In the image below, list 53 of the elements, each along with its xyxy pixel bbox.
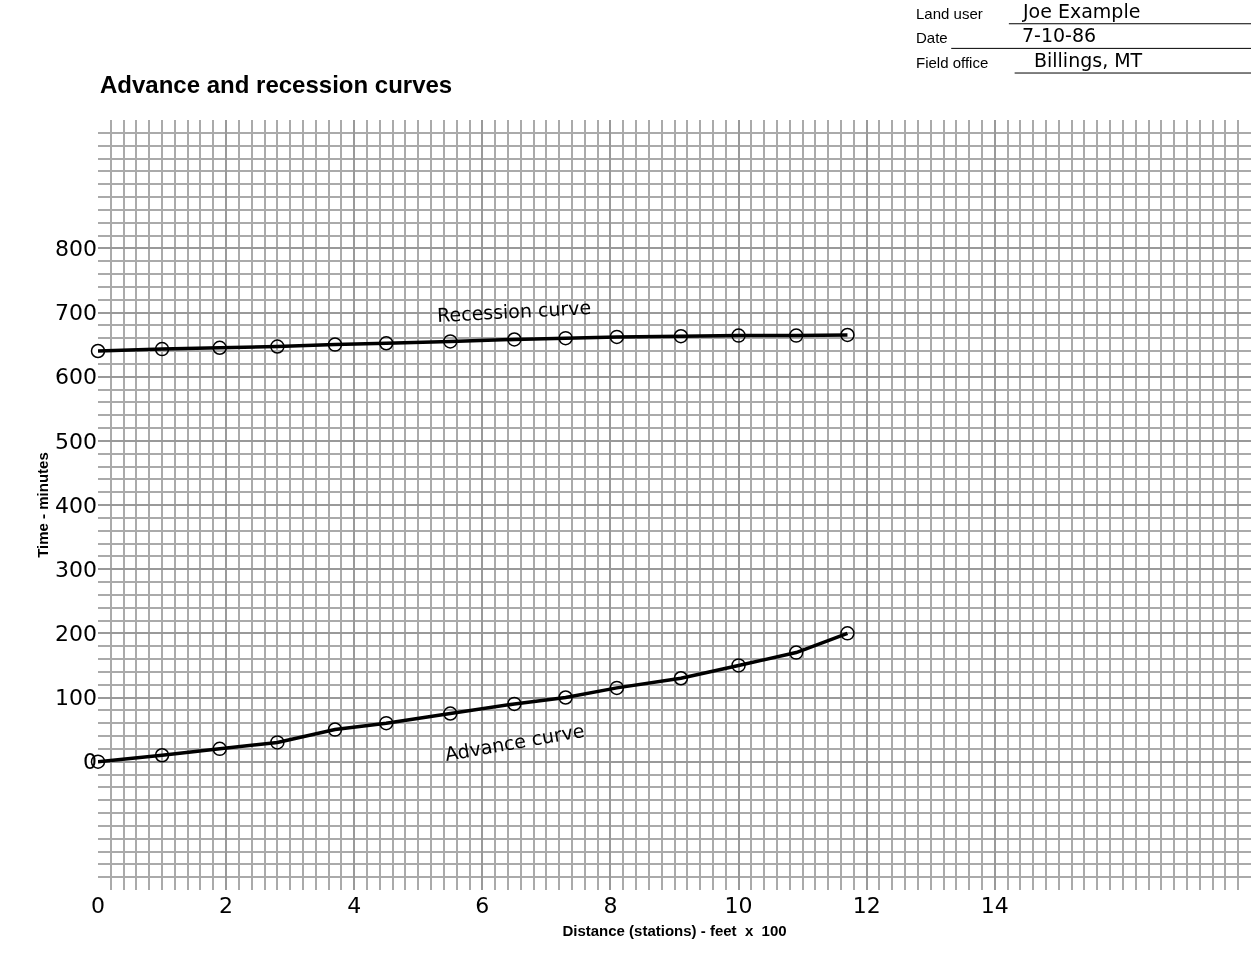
point	[788, 645, 804, 660]
y-axis-title: Time - minutes	[34, 452, 52, 558]
point	[327, 337, 343, 352]
point	[379, 715, 394, 731]
chart-title: Advance and recession curves	[100, 71, 453, 99]
point	[90, 343, 106, 359]
x-tick-label: 2	[219, 893, 234, 918]
point	[212, 340, 227, 356]
text: Field office	[916, 54, 989, 71]
point	[507, 332, 522, 347]
point	[443, 706, 458, 721]
point	[327, 722, 343, 737]
x-tick-label: 4	[347, 893, 362, 918]
x-tick-label: 10	[724, 893, 753, 918]
point	[558, 690, 573, 705]
point	[270, 735, 285, 750]
y-tick-label: 600	[55, 364, 97, 390]
point	[270, 339, 285, 354]
point	[609, 680, 625, 696]
y-tick-label: 800	[55, 236, 97, 262]
x-tick-label: 8	[603, 893, 618, 918]
text: Advance curve	[443, 718, 586, 766]
x-tick-label: 14	[980, 893, 1009, 918]
text: Date	[916, 29, 948, 46]
point	[840, 626, 855, 641]
y-tick-label: 300	[55, 556, 97, 582]
text: Joe Example	[1022, 0, 1141, 22]
point	[673, 328, 689, 344]
y-tick-label: 400	[55, 492, 97, 518]
series-label: Recession curve	[436, 295, 592, 327]
point	[840, 327, 855, 343]
text: 7-10-86	[1022, 24, 1097, 46]
point	[154, 341, 170, 357]
x-axis-title: Distance (stations) - feet x 100	[562, 922, 787, 939]
y-tick-label: 700	[55, 300, 97, 326]
point	[609, 329, 625, 345]
x-tick-label: 6	[475, 893, 490, 918]
y-tick-label: 500	[55, 428, 97, 454]
point	[379, 336, 394, 351]
point	[731, 328, 746, 343]
text: Land user	[916, 5, 983, 22]
point	[443, 334, 458, 349]
x-tick-label: 12	[852, 893, 881, 918]
point	[788, 328, 804, 343]
point	[558, 330, 573, 346]
point	[731, 658, 746, 673]
point	[507, 696, 522, 712]
point	[212, 741, 227, 757]
point	[673, 671, 689, 686]
y-tick-label: 200	[55, 621, 97, 647]
y-tick-label: 100	[55, 685, 97, 711]
point	[154, 748, 170, 763]
text: Billings, MT	[1034, 49, 1143, 71]
